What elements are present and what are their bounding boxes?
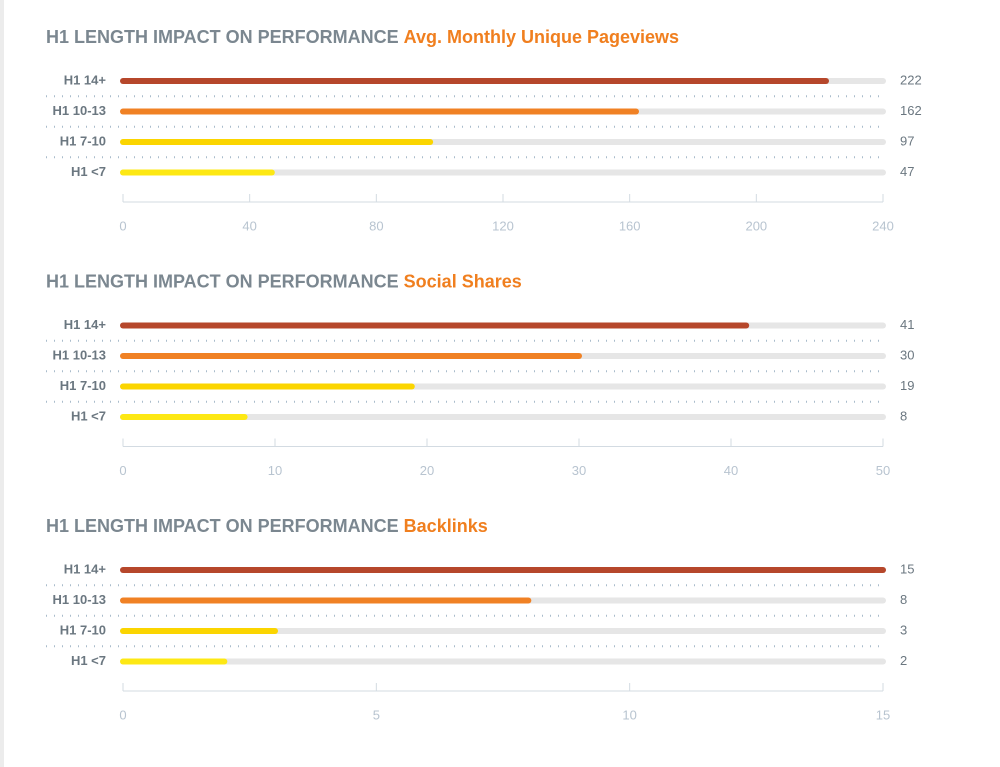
category-label: H1 14+ <box>64 317 107 332</box>
category-label: H1 7-10 <box>60 133 106 148</box>
x-tick-label: 160 <box>619 218 641 233</box>
x-tick-label: 10 <box>268 463 282 478</box>
value-label: 8 <box>900 592 907 607</box>
x-tick-label: 80 <box>369 218 383 233</box>
value-label: 162 <box>900 103 922 118</box>
x-tick-label: 10 <box>622 707 636 722</box>
left-border <box>0 0 4 767</box>
chart-title: H1 LENGTH IMPACT ON PERFORMANCE Avg. Mont… <box>46 27 679 47</box>
value-label: 30 <box>900 347 914 362</box>
category-label: H1 <7 <box>71 653 106 668</box>
x-tick-label: 120 <box>492 218 514 233</box>
category-label: H1 7-10 <box>60 622 106 637</box>
value-label: 3 <box>900 622 907 637</box>
x-tick-label: 40 <box>242 218 256 233</box>
x-tick-label: 20 <box>420 463 434 478</box>
value-label: 222 <box>900 72 922 87</box>
x-tick-label: 30 <box>572 463 586 478</box>
value-label: 8 <box>900 408 907 423</box>
value-label: 41 <box>900 317 914 332</box>
title-text: H1 LENGTH IMPACT ON PERFORMANCE <box>46 271 399 291</box>
x-tick-label: 5 <box>373 707 380 722</box>
subtitle-text: Backlinks <box>404 516 488 536</box>
value-label: 15 <box>900 561 914 576</box>
title-text: H1 LENGTH IMPACT ON PERFORMANCE <box>46 27 399 47</box>
x-tick-label: 240 <box>872 218 894 233</box>
value-label: 2 <box>900 653 907 668</box>
chart-title: H1 LENGTH IMPACT ON PERFORMANCE Backlinks <box>46 516 488 536</box>
x-tick-label: 0 <box>119 463 126 478</box>
category-label: H1 7-10 <box>60 378 106 393</box>
category-label: H1 <7 <box>71 408 106 423</box>
x-tick-label: 200 <box>745 218 767 233</box>
category-label: H1 <7 <box>71 164 106 179</box>
subtitle-text: Avg. Monthly Unique Pageviews <box>404 27 679 47</box>
category-label: H1 10-13 <box>53 347 106 362</box>
category-label: H1 14+ <box>64 561 107 576</box>
category-label: H1 14+ <box>64 72 107 87</box>
chart-title: H1 LENGTH IMPACT ON PERFORMANCE Social Sh… <box>46 271 522 291</box>
x-tick-label: 0 <box>119 218 126 233</box>
value-label: 97 <box>900 133 914 148</box>
subtitle-text: Social Shares <box>404 271 522 291</box>
category-label: H1 10-13 <box>53 103 106 118</box>
x-tick-label: 15 <box>876 707 890 722</box>
value-label: 47 <box>900 164 914 179</box>
x-tick-label: 40 <box>724 463 738 478</box>
x-tick-label: 50 <box>876 463 890 478</box>
title-text: H1 LENGTH IMPACT ON PERFORMANCE <box>46 516 399 536</box>
value-label: 19 <box>900 378 914 393</box>
x-tick-label: 0 <box>119 707 126 722</box>
category-label: H1 10-13 <box>53 592 106 607</box>
